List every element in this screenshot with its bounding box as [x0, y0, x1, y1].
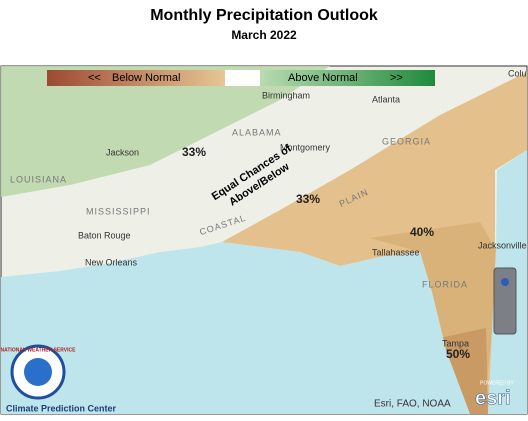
gulf — [1, 242, 470, 414]
legend-label: Below Normal — [112, 72, 180, 84]
state-label: MISSISSIPPI — [86, 206, 151, 216]
rain-gauge-logo — [501, 278, 509, 286]
city-label: Tallahassee — [372, 247, 420, 257]
above-region — [1, 66, 330, 197]
agency: Climate Prediction Center — [6, 403, 117, 413]
probability-label: 33% — [182, 145, 206, 159]
subtitle: March 2022 — [231, 28, 297, 42]
state-label: FLORIDA — [422, 279, 468, 289]
title: Monthly Precipitation Outlook — [150, 7, 378, 24]
city-label: Colu — [508, 68, 527, 78]
legend-below — [47, 70, 225, 86]
probability-label: 40% — [410, 225, 434, 239]
map: << Below Normal Above Normal >> Birmingh… — [0, 65, 528, 415]
state-label: ALABAMA — [232, 127, 282, 137]
esri-logo: esri — [475, 387, 511, 409]
probability-label: 33% — [296, 192, 320, 206]
state-label: LOUISIANA — [10, 174, 67, 184]
powered-by: POWERED BY — [480, 380, 515, 386]
legend-above — [260, 70, 435, 86]
city-label: New Orleans — [85, 257, 138, 267]
city-label: Jacksonville — [478, 240, 527, 250]
rain-gauge — [493, 267, 517, 335]
probability-label: 50% — [446, 347, 470, 361]
nws-text: NATIONAL WEATHER SERVICE — [1, 347, 77, 353]
city-label: Baton Rouge — [78, 230, 131, 240]
legend-label: Above Normal — [288, 72, 358, 84]
credit: Esri, FAO, NOAA — [374, 399, 451, 410]
city-label: Tampa — [442, 338, 469, 348]
city-label: Atlanta — [372, 94, 400, 104]
nws-logo-inner — [24, 358, 52, 386]
city-label: Montgomery — [280, 142, 331, 152]
below-50-region — [440, 328, 488, 414]
legend-label: << — [88, 72, 101, 84]
state-label: GEORGIA — [382, 136, 431, 146]
legend-label: >> — [390, 72, 403, 84]
city-label: Birmingham — [262, 90, 310, 100]
city-label: Jackson — [106, 147, 139, 157]
legend-normal — [225, 70, 260, 86]
